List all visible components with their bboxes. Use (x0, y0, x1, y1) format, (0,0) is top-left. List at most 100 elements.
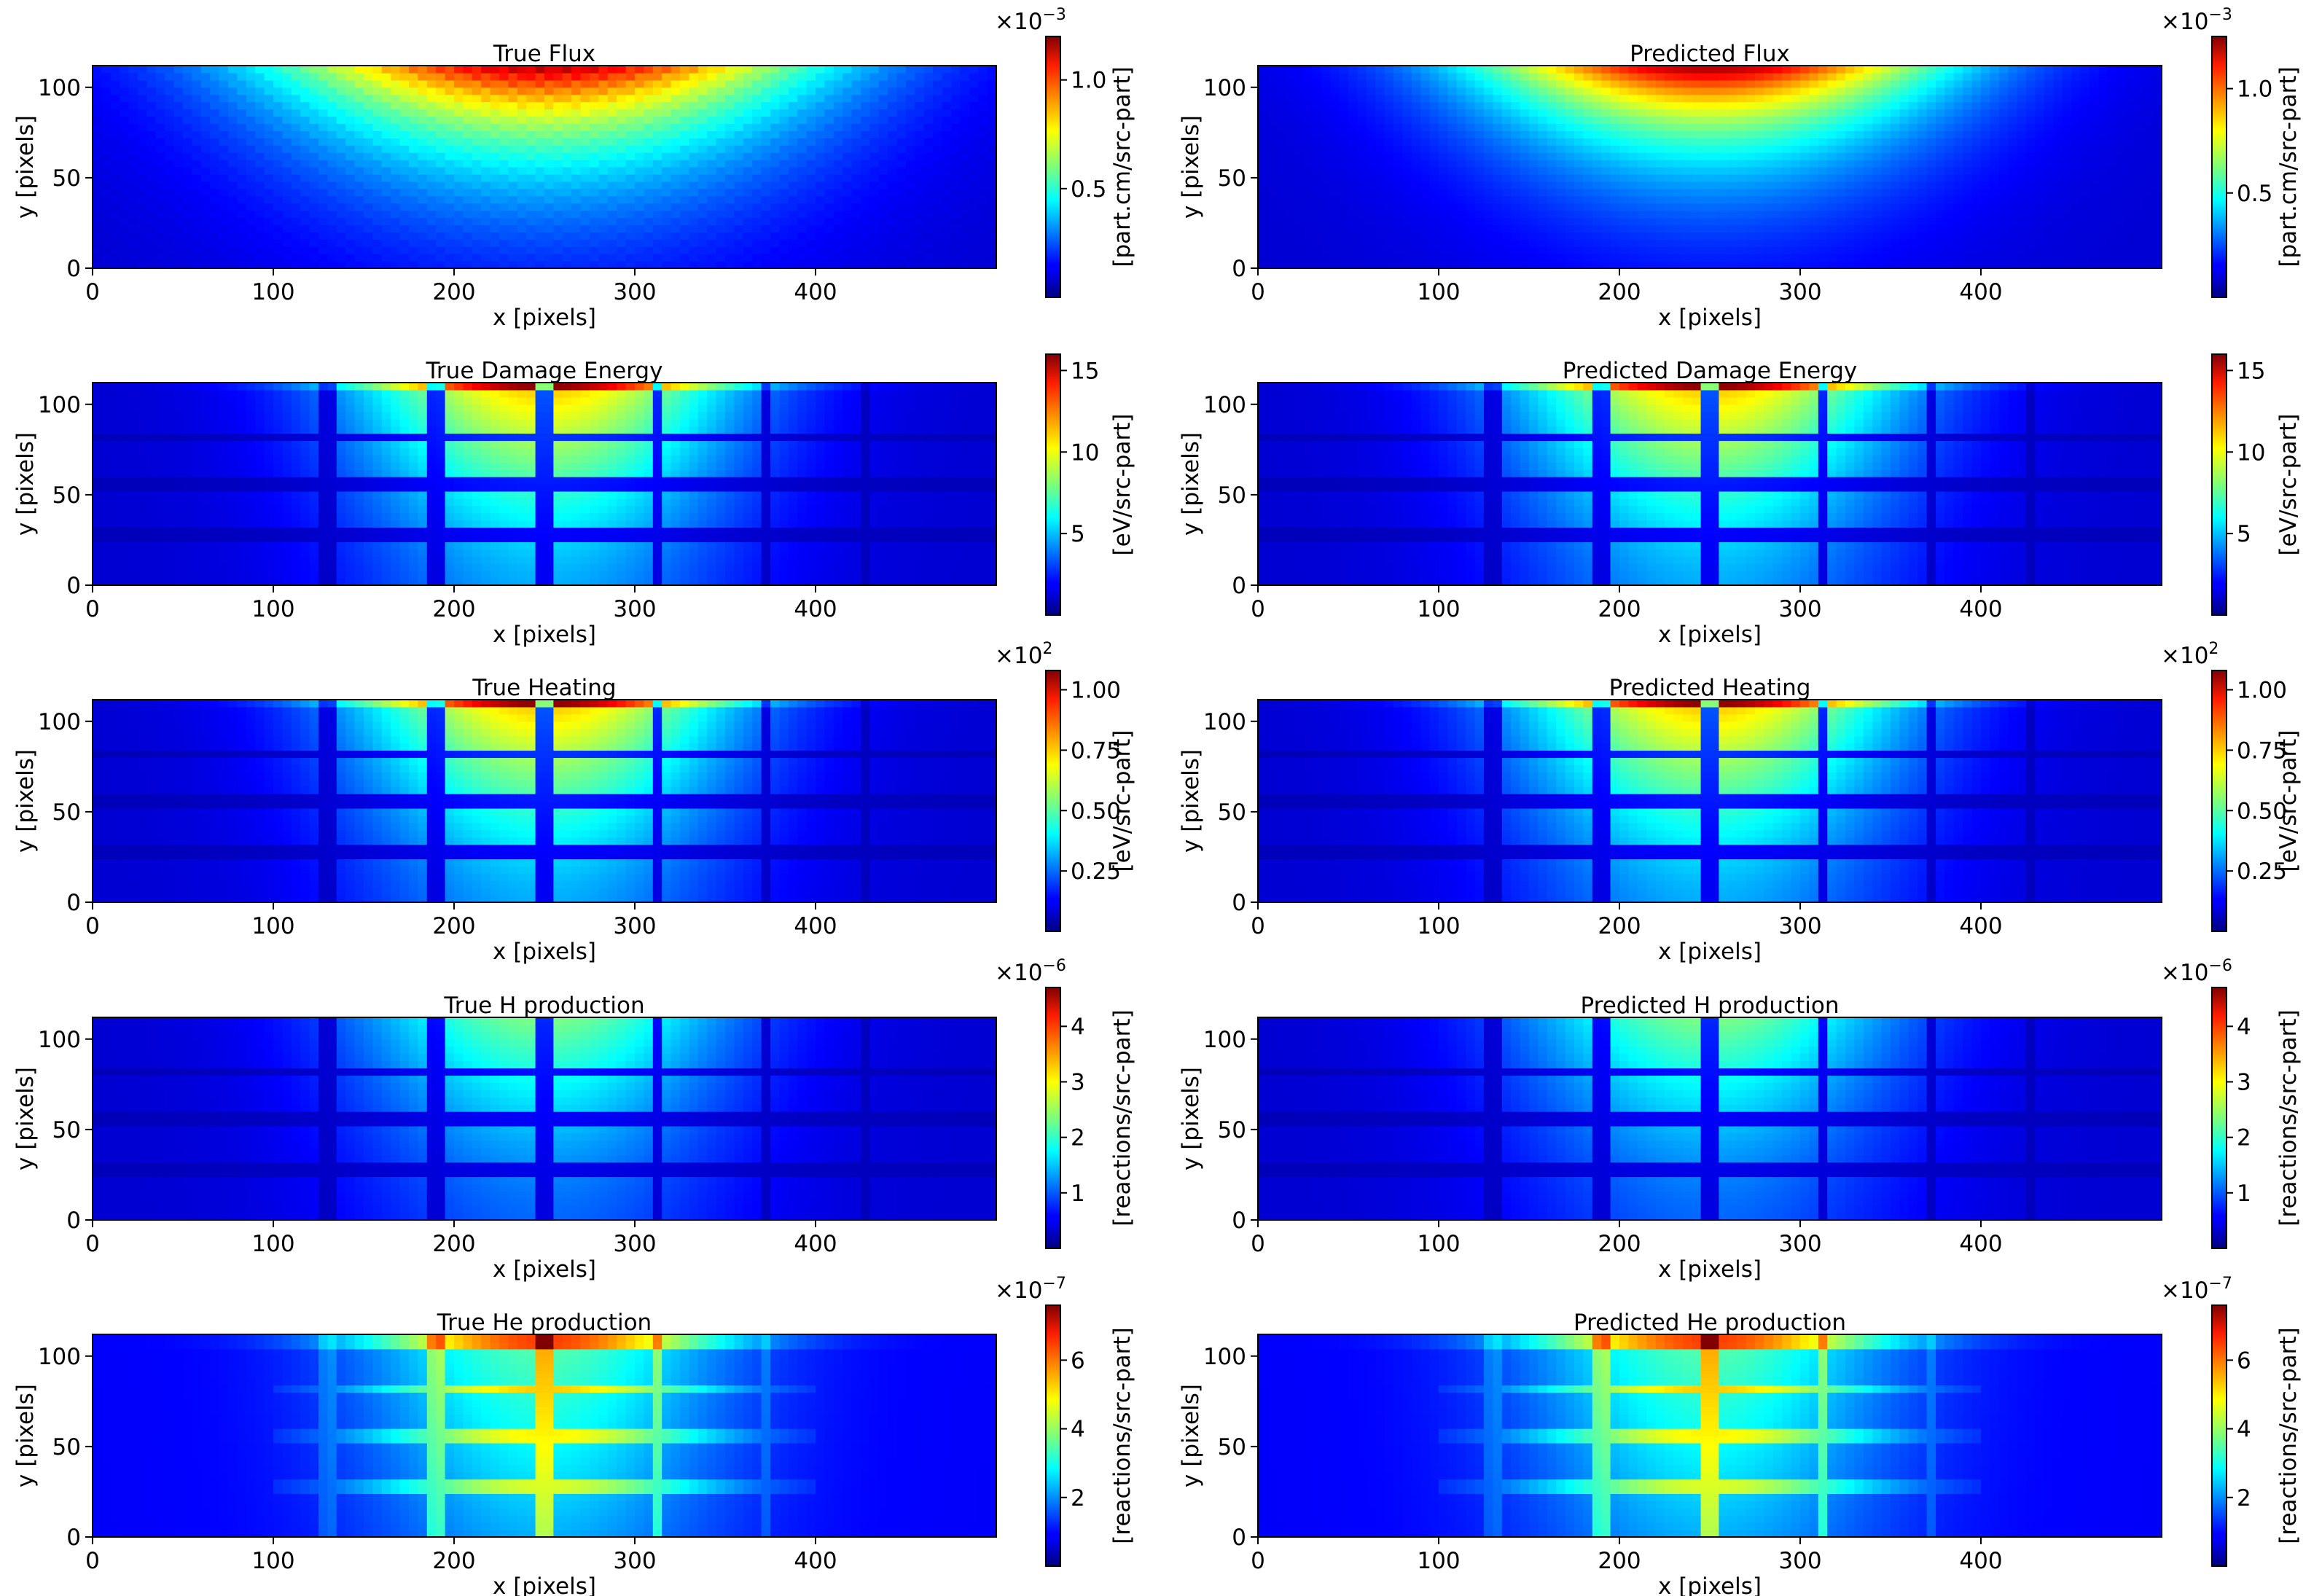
heatmap-cell (345, 211, 355, 219)
heatmap-cell (526, 138, 536, 146)
heatmap-cell (355, 218, 364, 226)
heatmap-cell (445, 218, 455, 226)
heatmap-cell (445, 203, 455, 211)
heatmap-cell (174, 145, 184, 153)
heatmap-cell (337, 123, 346, 131)
heatmap-cell (337, 102, 346, 110)
heatmap-cell (372, 218, 382, 226)
heatmap-cell (427, 80, 437, 88)
heatmap-cell (472, 167, 482, 175)
heatmap-cell (544, 123, 554, 131)
heatmap-cell (165, 102, 174, 110)
heatmap-cell (345, 73, 355, 81)
heatmap-cell (282, 232, 292, 240)
heatmap-cell (318, 145, 328, 153)
heatmap-cell (436, 138, 445, 146)
heatmap-cell (255, 181, 265, 189)
heatmap-cell (490, 203, 500, 211)
heatmap-cell (156, 66, 165, 74)
heatmap-cell (508, 87, 517, 95)
heatmap-cell (111, 174, 120, 182)
heatmap-cell (544, 145, 554, 153)
heatmap-cell (292, 152, 301, 160)
heatmap-cell (445, 239, 455, 247)
heatmap-cell (246, 246, 256, 254)
heatmap-cell (265, 109, 274, 117)
heatmap-cell (409, 203, 418, 211)
heatmap-cell (427, 123, 437, 131)
heatmap-cell (246, 130, 256, 138)
heatmap-cell (327, 73, 337, 81)
heatmap-cell (409, 254, 418, 262)
heatmap-cell (345, 224, 355, 232)
heatmap-cell (454, 145, 464, 153)
heatmap-cell (183, 181, 192, 189)
heatmap-cell (409, 130, 418, 138)
heatmap-cell (372, 95, 382, 103)
heatmap-cell (93, 246, 102, 254)
heatmap-cell (517, 130, 527, 138)
heatmap-cell (544, 80, 554, 88)
heatmap-cell (292, 224, 301, 232)
heatmap-cell (300, 138, 310, 146)
heatmap-cell (445, 152, 455, 160)
heatmap-cell (499, 95, 509, 103)
heatmap-cell (165, 203, 174, 211)
heatmap-cell (201, 211, 211, 219)
heatmap-cell (355, 239, 364, 247)
heatmap-cell (228, 80, 238, 88)
heatmap-cell (463, 80, 472, 88)
heatmap-cell (292, 102, 301, 110)
heatmap-cell (282, 189, 292, 197)
heatmap-cell (508, 239, 517, 247)
heatmap-cell (345, 130, 355, 138)
heatmap-cell (138, 80, 147, 88)
heatmap-cell (454, 123, 464, 131)
heatmap-cell (255, 73, 265, 81)
heatmap-cell (93, 174, 102, 182)
heatmap-cell (210, 239, 219, 247)
heatmap-cell (138, 138, 147, 146)
heatmap-cell (472, 181, 482, 189)
heatmap-cell (146, 189, 156, 197)
heatmap-cell (418, 196, 427, 204)
heatmap-cell (409, 218, 418, 226)
heatmap-cell (499, 130, 509, 138)
heatmap-cell (490, 211, 500, 219)
heatmap-cell (490, 174, 500, 182)
heatmap-cell (129, 80, 138, 88)
heatmap-cell (463, 123, 472, 131)
heatmap-cell (499, 196, 509, 204)
heatmap-cell (138, 123, 147, 131)
heatmap-cell (237, 80, 246, 88)
heatmap-cell (300, 109, 310, 117)
heatmap-cell (436, 130, 445, 138)
heatmap-cell (111, 117, 120, 125)
heatmap-cell (273, 174, 283, 182)
heatmap-cell (418, 254, 427, 262)
heatmap-cell (310, 232, 319, 240)
heatmap-cell (138, 211, 147, 219)
heatmap-cell (481, 102, 490, 110)
heatmap-cell (391, 87, 400, 95)
heatmap-cell (318, 203, 328, 211)
heatmap-cell (265, 138, 274, 146)
heatmap-cell (526, 123, 536, 131)
heatmap-cell (165, 160, 174, 168)
heatmap-cell (101, 102, 111, 110)
heatmap-cell (101, 87, 111, 95)
heatmap-cell (409, 73, 418, 81)
heatmap-cell (391, 80, 400, 88)
heatmap-cell (138, 87, 147, 95)
heatmap-cell (192, 130, 201, 138)
heatmap-cell (409, 174, 418, 182)
heatmap-cell (499, 167, 509, 175)
heatmap-cell (156, 102, 165, 110)
heatmap-cell (292, 95, 301, 103)
heatmap-cell (382, 224, 391, 232)
heatmap-cell (273, 109, 283, 117)
heatmap-cell (129, 254, 138, 262)
heatmap-cell (265, 152, 274, 160)
heatmap-cell (255, 130, 265, 138)
heatmap-cell (282, 224, 292, 232)
